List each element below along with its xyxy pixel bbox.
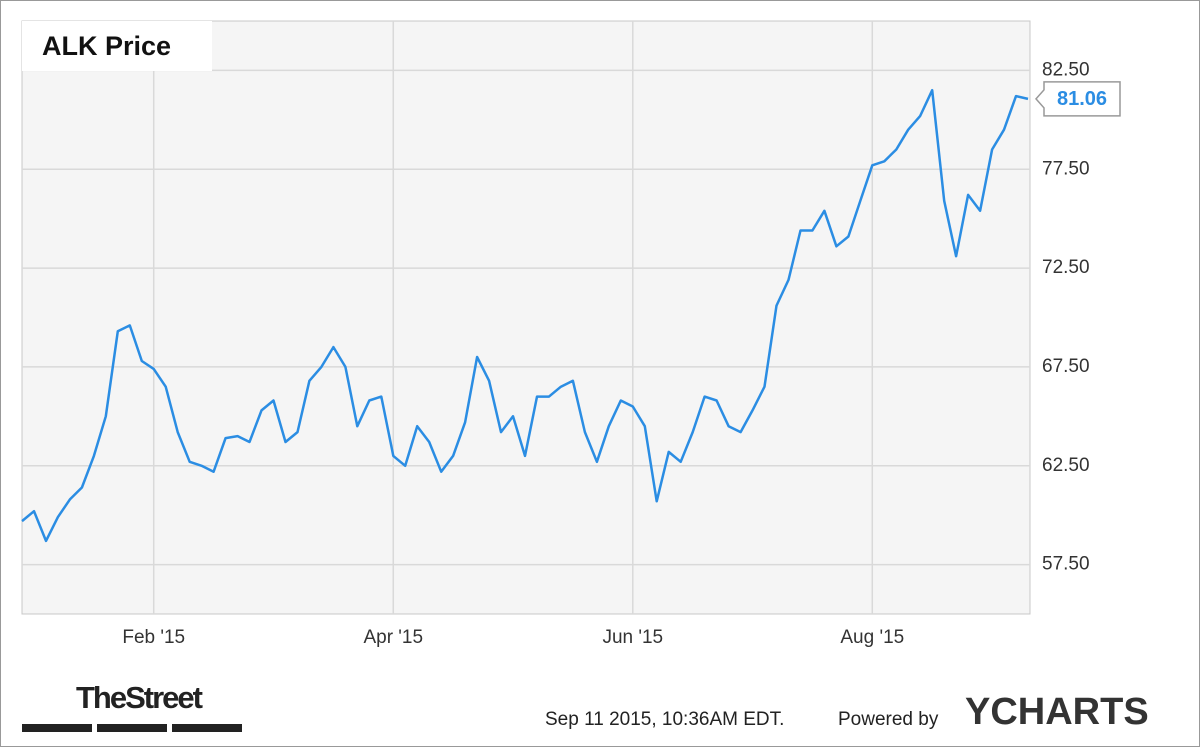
y-tick-label: 82.50 [1042,59,1090,80]
y-tick-label: 57.50 [1042,554,1090,575]
x-tick-label: Aug '15 [840,627,904,648]
grid [22,21,1030,614]
brand: YCHARTS [965,691,1149,733]
y-tick-label: 67.50 [1042,356,1090,377]
y-tick-label: 72.50 [1042,257,1090,278]
timestamp: Sep 11 2015, 10:36AM EDT. [545,709,784,730]
logo-bar [22,724,92,732]
x-tick-label: Apr '15 [363,627,423,648]
marks [21,88,1029,543]
logo-bar [172,724,242,732]
logo-bar [97,724,167,732]
plot-area [21,20,1031,615]
value-label: 81.06 [1057,88,1107,110]
value-label-box [1034,81,1121,117]
y-tick-label: 62.50 [1042,455,1090,476]
chart-title: ALK Price [42,31,171,61]
price-line [21,88,1029,543]
powered-by: Powered by [838,709,939,730]
y-tick-label: 77.50 [1042,158,1090,179]
x-tick-label: Jun '15 [602,627,663,648]
logo: TheStreet [76,680,203,715]
x-tick-label: Feb '15 [122,627,185,648]
title-box [22,21,212,71]
